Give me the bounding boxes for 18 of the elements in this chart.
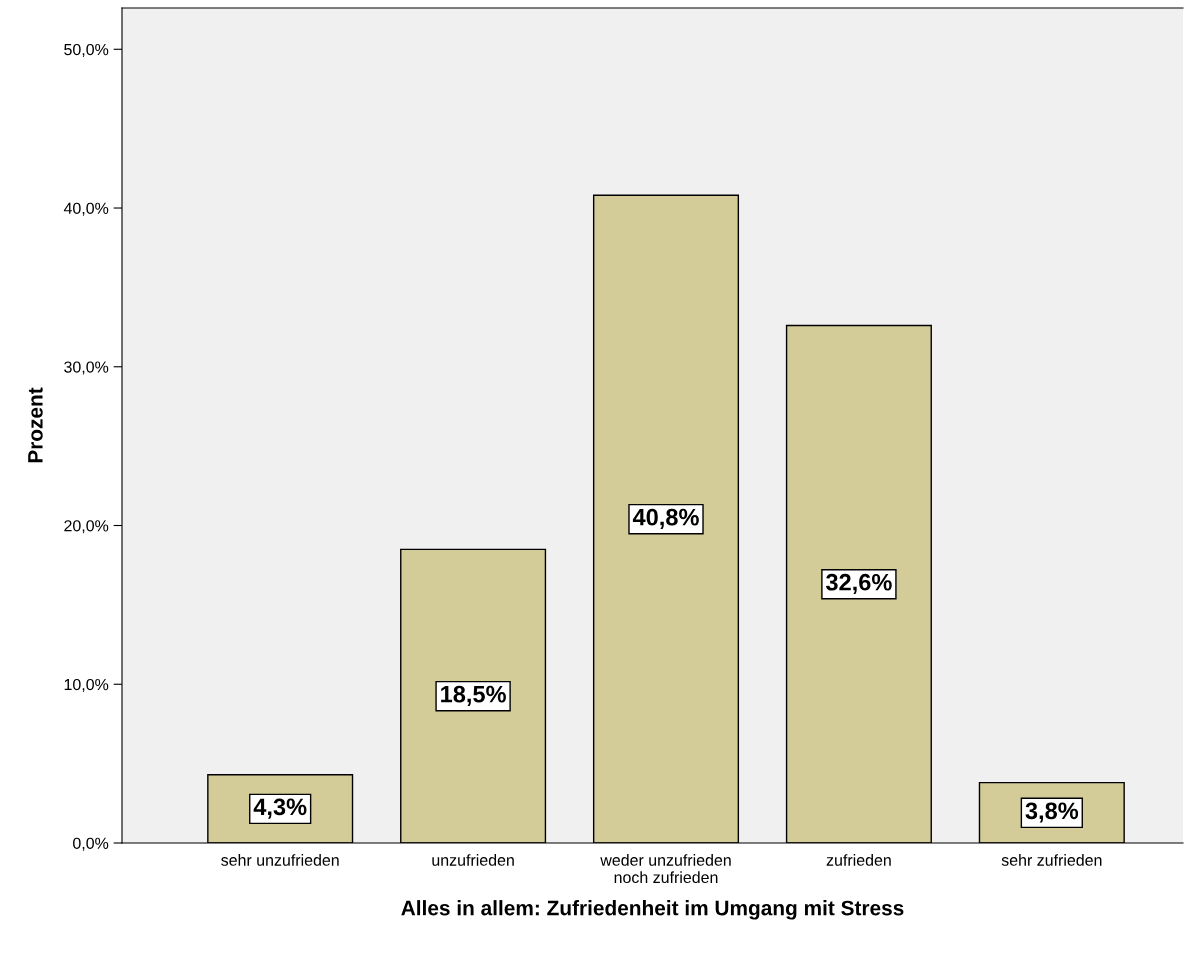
- x-tick-label: unzufrieden: [432, 854, 514, 866]
- x-tick-label: sehr zufrieden: [1001, 854, 1102, 866]
- y-tick-label: 10,0%: [64, 678, 109, 693]
- data-label: 18,5%: [441, 685, 506, 706]
- data-label: 40,8%: [632, 508, 699, 529]
- x-axis-title: Alles in allem: Zufriedenheit im Umgang mit Stress: [401, 900, 904, 920]
- y-tick-label: 20,0%: [64, 520, 109, 534]
- y-tick-label: 40,0%: [63, 202, 109, 216]
- x-tick-label: weder unzufrieden noch zufrieden: [600, 854, 731, 884]
- data-label: 32,6%: [825, 573, 892, 595]
- x-tick-label: sehr unzufrieden: [221, 854, 339, 866]
- y-tick-label: 50,0%: [64, 43, 109, 58]
- y-tick-label: 0,0%: [73, 837, 109, 851]
- x-tick-label: zufrieden: [826, 854, 891, 866]
- y-tick-label: 30,0%: [64, 361, 109, 375]
- y-axis-title: Prozent: [28, 387, 43, 463]
- data-label: 3,8%: [1025, 802, 1079, 823]
- data-label: 4,3%: [253, 798, 307, 819]
